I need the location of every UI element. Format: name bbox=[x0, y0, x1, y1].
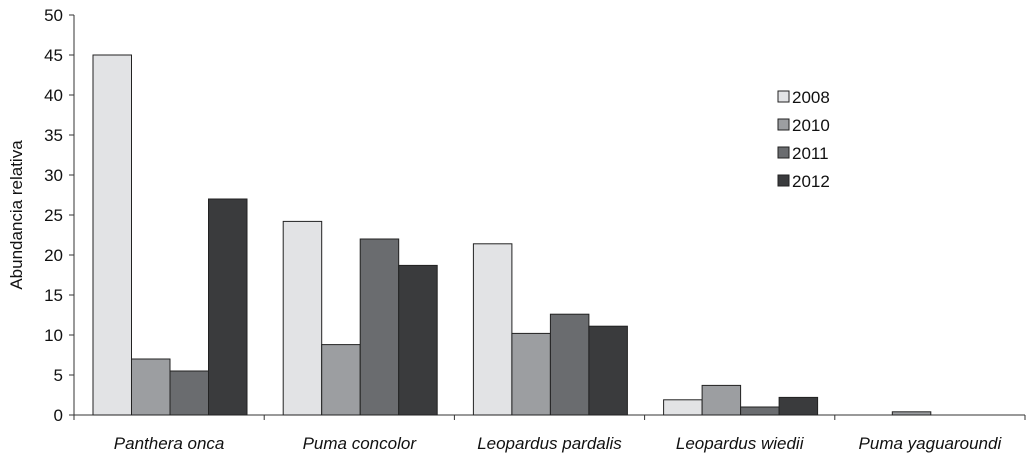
bar-2010-3 bbox=[701, 384, 742, 416]
legend: 2008 2010 2011 2012 bbox=[777, 88, 830, 191]
bar-2011-0 bbox=[169, 370, 209, 416]
bar-2008-2 bbox=[472, 243, 513, 416]
y-tick-label: 15 bbox=[44, 286, 63, 305]
bar-2008-1 bbox=[282, 220, 323, 416]
legend-label: 2012 bbox=[792, 172, 830, 191]
y-tick-label: 50 bbox=[44, 6, 63, 25]
y-tick-label: 5 bbox=[54, 366, 63, 385]
y-tick-label: 30 bbox=[44, 166, 63, 185]
y-tick-label: 10 bbox=[44, 326, 63, 345]
x-category-label: Puma yaguaroundi bbox=[859, 434, 1003, 453]
legend-label: 2010 bbox=[792, 116, 830, 135]
legend-swatch-2010 bbox=[777, 118, 790, 131]
legend-label: 2011 bbox=[792, 144, 829, 163]
x-category-label: Panthera onca bbox=[114, 434, 225, 453]
y-tick-label: 35 bbox=[44, 126, 63, 145]
y-axis-label: Abundancia relativa bbox=[7, 140, 26, 290]
legend-swatch-2012 bbox=[777, 174, 790, 187]
y-tick-label: 20 bbox=[44, 246, 63, 265]
bar-2012-2 bbox=[588, 325, 628, 416]
bar-2011-1 bbox=[359, 238, 400, 416]
bar-2008-3 bbox=[663, 399, 703, 416]
bar-2010-4 bbox=[891, 411, 932, 416]
bar-2011-2 bbox=[549, 313, 590, 416]
bar-2008-0 bbox=[92, 54, 132, 416]
bar-2012-3 bbox=[778, 396, 819, 416]
x-category-label: Puma concolor bbox=[303, 434, 418, 453]
x-category-label: Leopardus pardalis bbox=[477, 434, 622, 453]
y-tick-label: 25 bbox=[44, 206, 63, 225]
legend-swatch-2011 bbox=[777, 146, 790, 159]
bar-2010-0 bbox=[131, 358, 171, 416]
bars bbox=[92, 54, 932, 416]
bar-2012-0 bbox=[208, 198, 248, 416]
labels: 0 5 10 15 20 25 30 35 40 45 50 Abundancia relativa P… bbox=[7, 6, 1002, 453]
legend-swatch-2008 bbox=[777, 90, 790, 103]
legend-label: 2008 bbox=[792, 88, 830, 107]
bar-2010-1 bbox=[321, 344, 361, 416]
x-category-label: Leopardus wiedii bbox=[676, 434, 805, 453]
y-tick-label: 0 bbox=[54, 406, 63, 425]
bar-2010-2 bbox=[511, 332, 551, 416]
y-tick-label: 45 bbox=[44, 46, 63, 65]
y-tick-label: 40 bbox=[44, 86, 63, 105]
bar-2011-3 bbox=[740, 406, 780, 416]
bar-2012-1 bbox=[398, 264, 438, 416]
